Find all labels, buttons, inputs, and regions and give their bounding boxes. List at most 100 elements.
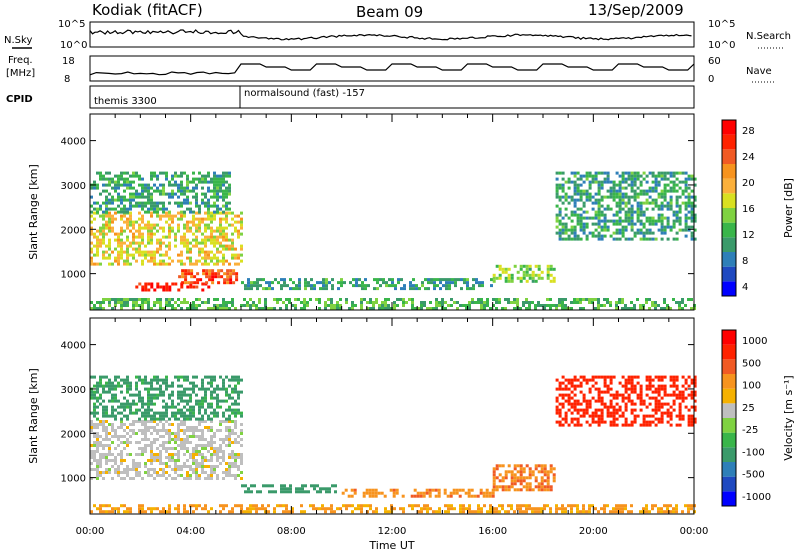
data-cell <box>186 229 189 233</box>
data-cell <box>624 304 627 307</box>
data-cell <box>516 298 519 301</box>
data-cell <box>636 192 640 196</box>
data-cell <box>384 301 387 304</box>
data-cell <box>223 278 227 282</box>
data-cell <box>213 432 216 435</box>
data-cell <box>219 232 222 236</box>
data-cell <box>633 417 637 421</box>
data-cell <box>96 210 99 214</box>
data-cell <box>369 298 372 301</box>
data-cell <box>636 219 640 223</box>
data-cell <box>225 387 228 391</box>
data-cell <box>138 441 141 444</box>
data-cell <box>336 507 339 511</box>
data-cell <box>90 226 93 230</box>
data-cell <box>379 278 382 282</box>
data-cell <box>93 375 96 379</box>
data-cell <box>108 390 111 394</box>
data-cell <box>210 381 213 385</box>
data-cell <box>135 465 138 468</box>
data-cell <box>222 307 225 310</box>
data-cell <box>234 426 237 429</box>
data-cell <box>141 204 144 208</box>
data-cell <box>195 393 198 397</box>
data-cell <box>352 278 355 282</box>
data-cell <box>207 189 210 193</box>
data-cell <box>225 235 228 239</box>
data-cell <box>612 411 616 415</box>
data-cell <box>90 232 93 236</box>
data-cell <box>639 228 643 232</box>
data-cell <box>177 375 180 379</box>
data-cell <box>531 470 535 474</box>
data-cell <box>129 220 132 224</box>
data-cell <box>195 285 199 289</box>
data-cell <box>229 275 233 279</box>
data-cell <box>472 284 475 288</box>
data-cell <box>516 464 520 468</box>
data-cell <box>105 214 108 218</box>
data-cell <box>273 307 276 310</box>
data-cell <box>225 211 228 215</box>
data-cell <box>114 459 117 462</box>
data-cell <box>522 276 526 280</box>
data-cell <box>102 429 105 432</box>
data-cell <box>186 174 189 178</box>
data-cell <box>618 219 622 223</box>
data-cell <box>243 510 246 514</box>
data-cell <box>237 504 240 508</box>
data-cell <box>567 378 571 382</box>
data-cell <box>264 307 267 310</box>
data-cell <box>606 219 610 223</box>
data-cell <box>546 304 549 307</box>
data-cell <box>186 201 189 205</box>
data-cell <box>150 417 153 421</box>
data-cell <box>186 387 189 391</box>
data-cell <box>252 504 255 508</box>
data-cell <box>525 298 528 301</box>
data-cell <box>192 450 195 453</box>
data-cell <box>240 390 243 394</box>
data-cell <box>609 186 613 190</box>
data-cell <box>250 287 253 291</box>
data-cell <box>177 474 180 477</box>
data-cell <box>213 471 216 474</box>
data-cell <box>570 237 574 241</box>
data-cell <box>126 304 129 307</box>
data-cell <box>570 210 574 214</box>
data-cell <box>427 278 430 282</box>
data-cell <box>558 207 562 211</box>
data-cell <box>576 417 580 421</box>
data-cell <box>189 396 192 400</box>
data-cell <box>96 207 99 211</box>
data-cell <box>132 465 135 468</box>
data-cell <box>603 298 606 301</box>
data-cell <box>93 201 96 205</box>
data-cell <box>424 278 427 282</box>
data-cell <box>516 504 519 508</box>
data-cell <box>591 411 595 415</box>
data-cell <box>168 423 171 426</box>
data-cell <box>105 459 108 462</box>
data-cell <box>138 244 141 248</box>
data-cell <box>412 278 415 282</box>
data-cell <box>594 228 598 232</box>
data-cell <box>675 393 679 397</box>
data-cell <box>303 510 306 514</box>
data-cell <box>195 192 198 196</box>
data-cell <box>666 177 670 181</box>
data-cell <box>666 414 670 418</box>
data-cell <box>528 264 532 268</box>
data-cell <box>234 459 237 462</box>
data-cell <box>201 247 204 251</box>
data-cell <box>183 201 186 205</box>
data-cell <box>102 214 105 218</box>
data-cell <box>192 301 195 304</box>
data-cell <box>90 453 93 456</box>
data-cell <box>645 384 649 388</box>
data-cell <box>219 211 222 215</box>
data-cell <box>561 222 565 226</box>
data-cell <box>99 510 102 514</box>
data-cell <box>669 414 673 418</box>
data-cell <box>519 276 523 280</box>
